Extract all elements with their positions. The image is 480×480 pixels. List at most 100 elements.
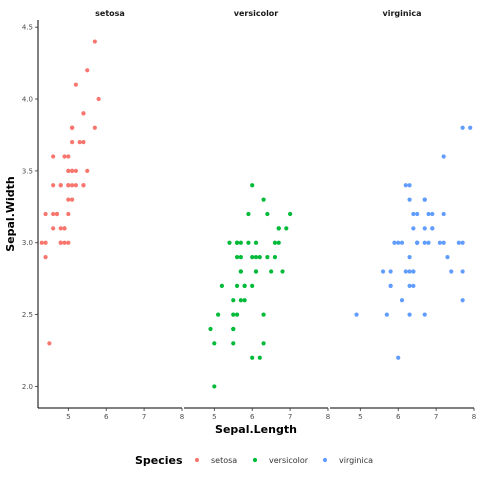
- data-point-versicolor: [242, 283, 247, 288]
- data-point-setosa: [66, 168, 71, 173]
- data-point-virginica: [422, 312, 427, 317]
- data-point-setosa: [54, 211, 60, 217]
- data-point-setosa: [92, 125, 97, 130]
- data-point-virginica: [441, 154, 446, 159]
- data-point-setosa: [51, 154, 56, 159]
- data-point-versicolor: [257, 255, 262, 260]
- x-tick-label: 5: [358, 413, 362, 421]
- data-point-setosa: [43, 255, 48, 260]
- data-point-virginica: [396, 240, 401, 245]
- data-point-versicolor: [276, 226, 281, 231]
- data-point-versicolor: [234, 312, 240, 317]
- data-point-virginica: [407, 197, 412, 202]
- data-point-versicolor: [261, 197, 266, 202]
- y-tick-label: 2.5: [22, 311, 33, 319]
- data-point-virginica: [392, 240, 397, 245]
- facet-panel-versicolor: versicolor 5 6 7 8: [184, 9, 330, 421]
- legend-title: Species: [135, 454, 183, 467]
- x-tick-label: 5: [212, 413, 216, 421]
- y-axis-title: Sepal.Width: [4, 176, 17, 252]
- data-point-virginica: [411, 283, 416, 288]
- x-tick-label: 6: [104, 413, 109, 421]
- data-point-versicolor: [212, 341, 217, 346]
- data-point-setosa: [39, 240, 44, 245]
- data-point-versicolor: [261, 312, 266, 317]
- data-point-setosa: [58, 226, 63, 231]
- facet-panels: 2.0 2.5 3.0 3.5 4.0 4.5 setosa 5 6 7 8 versicolor 5 6…: [22, 9, 476, 421]
- data-point-versicolor: [219, 283, 224, 288]
- data-point-versicolor: [276, 240, 281, 245]
- data-point-virginica: [437, 240, 442, 245]
- data-point-setosa: [66, 154, 71, 159]
- data-point-versicolor: [288, 211, 293, 217]
- data-point-setosa: [70, 168, 75, 173]
- legend-key-versicolor: [252, 457, 258, 463]
- x-tick-label: 7: [142, 413, 146, 421]
- data-point-versicolor: [250, 283, 255, 288]
- data-point-virginica: [460, 269, 465, 274]
- x-tick-label: 8: [472, 413, 476, 421]
- data-point-versicolor: [250, 183, 255, 188]
- data-point-setosa: [81, 140, 86, 145]
- data-point-setosa: [77, 140, 82, 145]
- data-point-versicolor: [250, 255, 255, 260]
- data-point-versicolor: [234, 283, 240, 288]
- data-point-virginica: [460, 240, 465, 245]
- data-point-setosa: [96, 96, 101, 102]
- data-point-setosa: [51, 183, 56, 188]
- data-point-versicolor: [253, 269, 259, 274]
- data-point-virginica: [445, 255, 450, 260]
- data-point-virginica: [441, 240, 446, 245]
- data-point-virginica: [354, 312, 359, 317]
- data-point-virginica: [407, 255, 412, 260]
- legend-label-virginica: virginica: [339, 456, 373, 465]
- legend-label-setosa: setosa: [211, 456, 237, 465]
- data-point-virginica: [430, 211, 435, 217]
- facet-strip-label: setosa: [95, 9, 125, 18]
- data-point-virginica: [396, 355, 401, 360]
- data-point-setosa: [62, 240, 67, 245]
- data-point-virginica: [403, 183, 408, 188]
- data-point-versicolor: [246, 211, 251, 217]
- data-point-versicolor: [208, 326, 213, 332]
- legend-key-virginica: [322, 457, 328, 463]
- data-point-versicolor: [280, 269, 285, 274]
- data-point-virginica: [388, 283, 393, 288]
- data-point-setosa: [70, 140, 75, 145]
- data-point-versicolor: [231, 298, 236, 303]
- data-point-virginica: [411, 226, 416, 231]
- data-point-virginica: [407, 312, 412, 317]
- data-point-versicolor: [234, 255, 240, 260]
- data-point-setosa: [51, 226, 56, 231]
- data-point-versicolor: [257, 355, 262, 360]
- data-point-setosa: [66, 240, 71, 245]
- data-point-virginica: [403, 269, 408, 274]
- data-point-setosa: [66, 183, 71, 188]
- data-point-versicolor: [227, 240, 232, 245]
- data-point-virginica: [422, 197, 427, 202]
- data-point-versicolor: [269, 269, 274, 274]
- data-point-setosa: [70, 197, 75, 202]
- data-point-setosa: [81, 183, 86, 188]
- data-point-versicolor: [231, 312, 236, 317]
- y-axis: 2.0 2.5 3.0 3.5 4.0 4.5: [22, 20, 39, 408]
- facet-panel-setosa: setosa 5 6 7 8: [38, 9, 184, 421]
- data-point-setosa: [85, 68, 90, 73]
- legend-key-setosa: [194, 457, 200, 463]
- data-point-versicolor: [238, 240, 243, 245]
- legend: Species setosa versicolor virginica: [135, 454, 373, 467]
- facet-strip-label: virginica: [383, 9, 422, 18]
- data-point-versicolor: [216, 312, 221, 317]
- data-point-virginica: [468, 125, 473, 130]
- data-point-setosa: [73, 168, 78, 173]
- data-point-versicolor: [253, 255, 259, 260]
- x-axis-title: Sepal.Length: [215, 423, 297, 436]
- data-point-setosa: [66, 211, 71, 217]
- data-point-virginica: [407, 269, 412, 274]
- x-tick-label: 6: [396, 413, 401, 421]
- data-point-setosa: [73, 183, 78, 188]
- y-tick-label: 4.5: [22, 24, 33, 32]
- data-point-versicolor: [253, 240, 259, 245]
- data-point-virginica: [380, 269, 386, 274]
